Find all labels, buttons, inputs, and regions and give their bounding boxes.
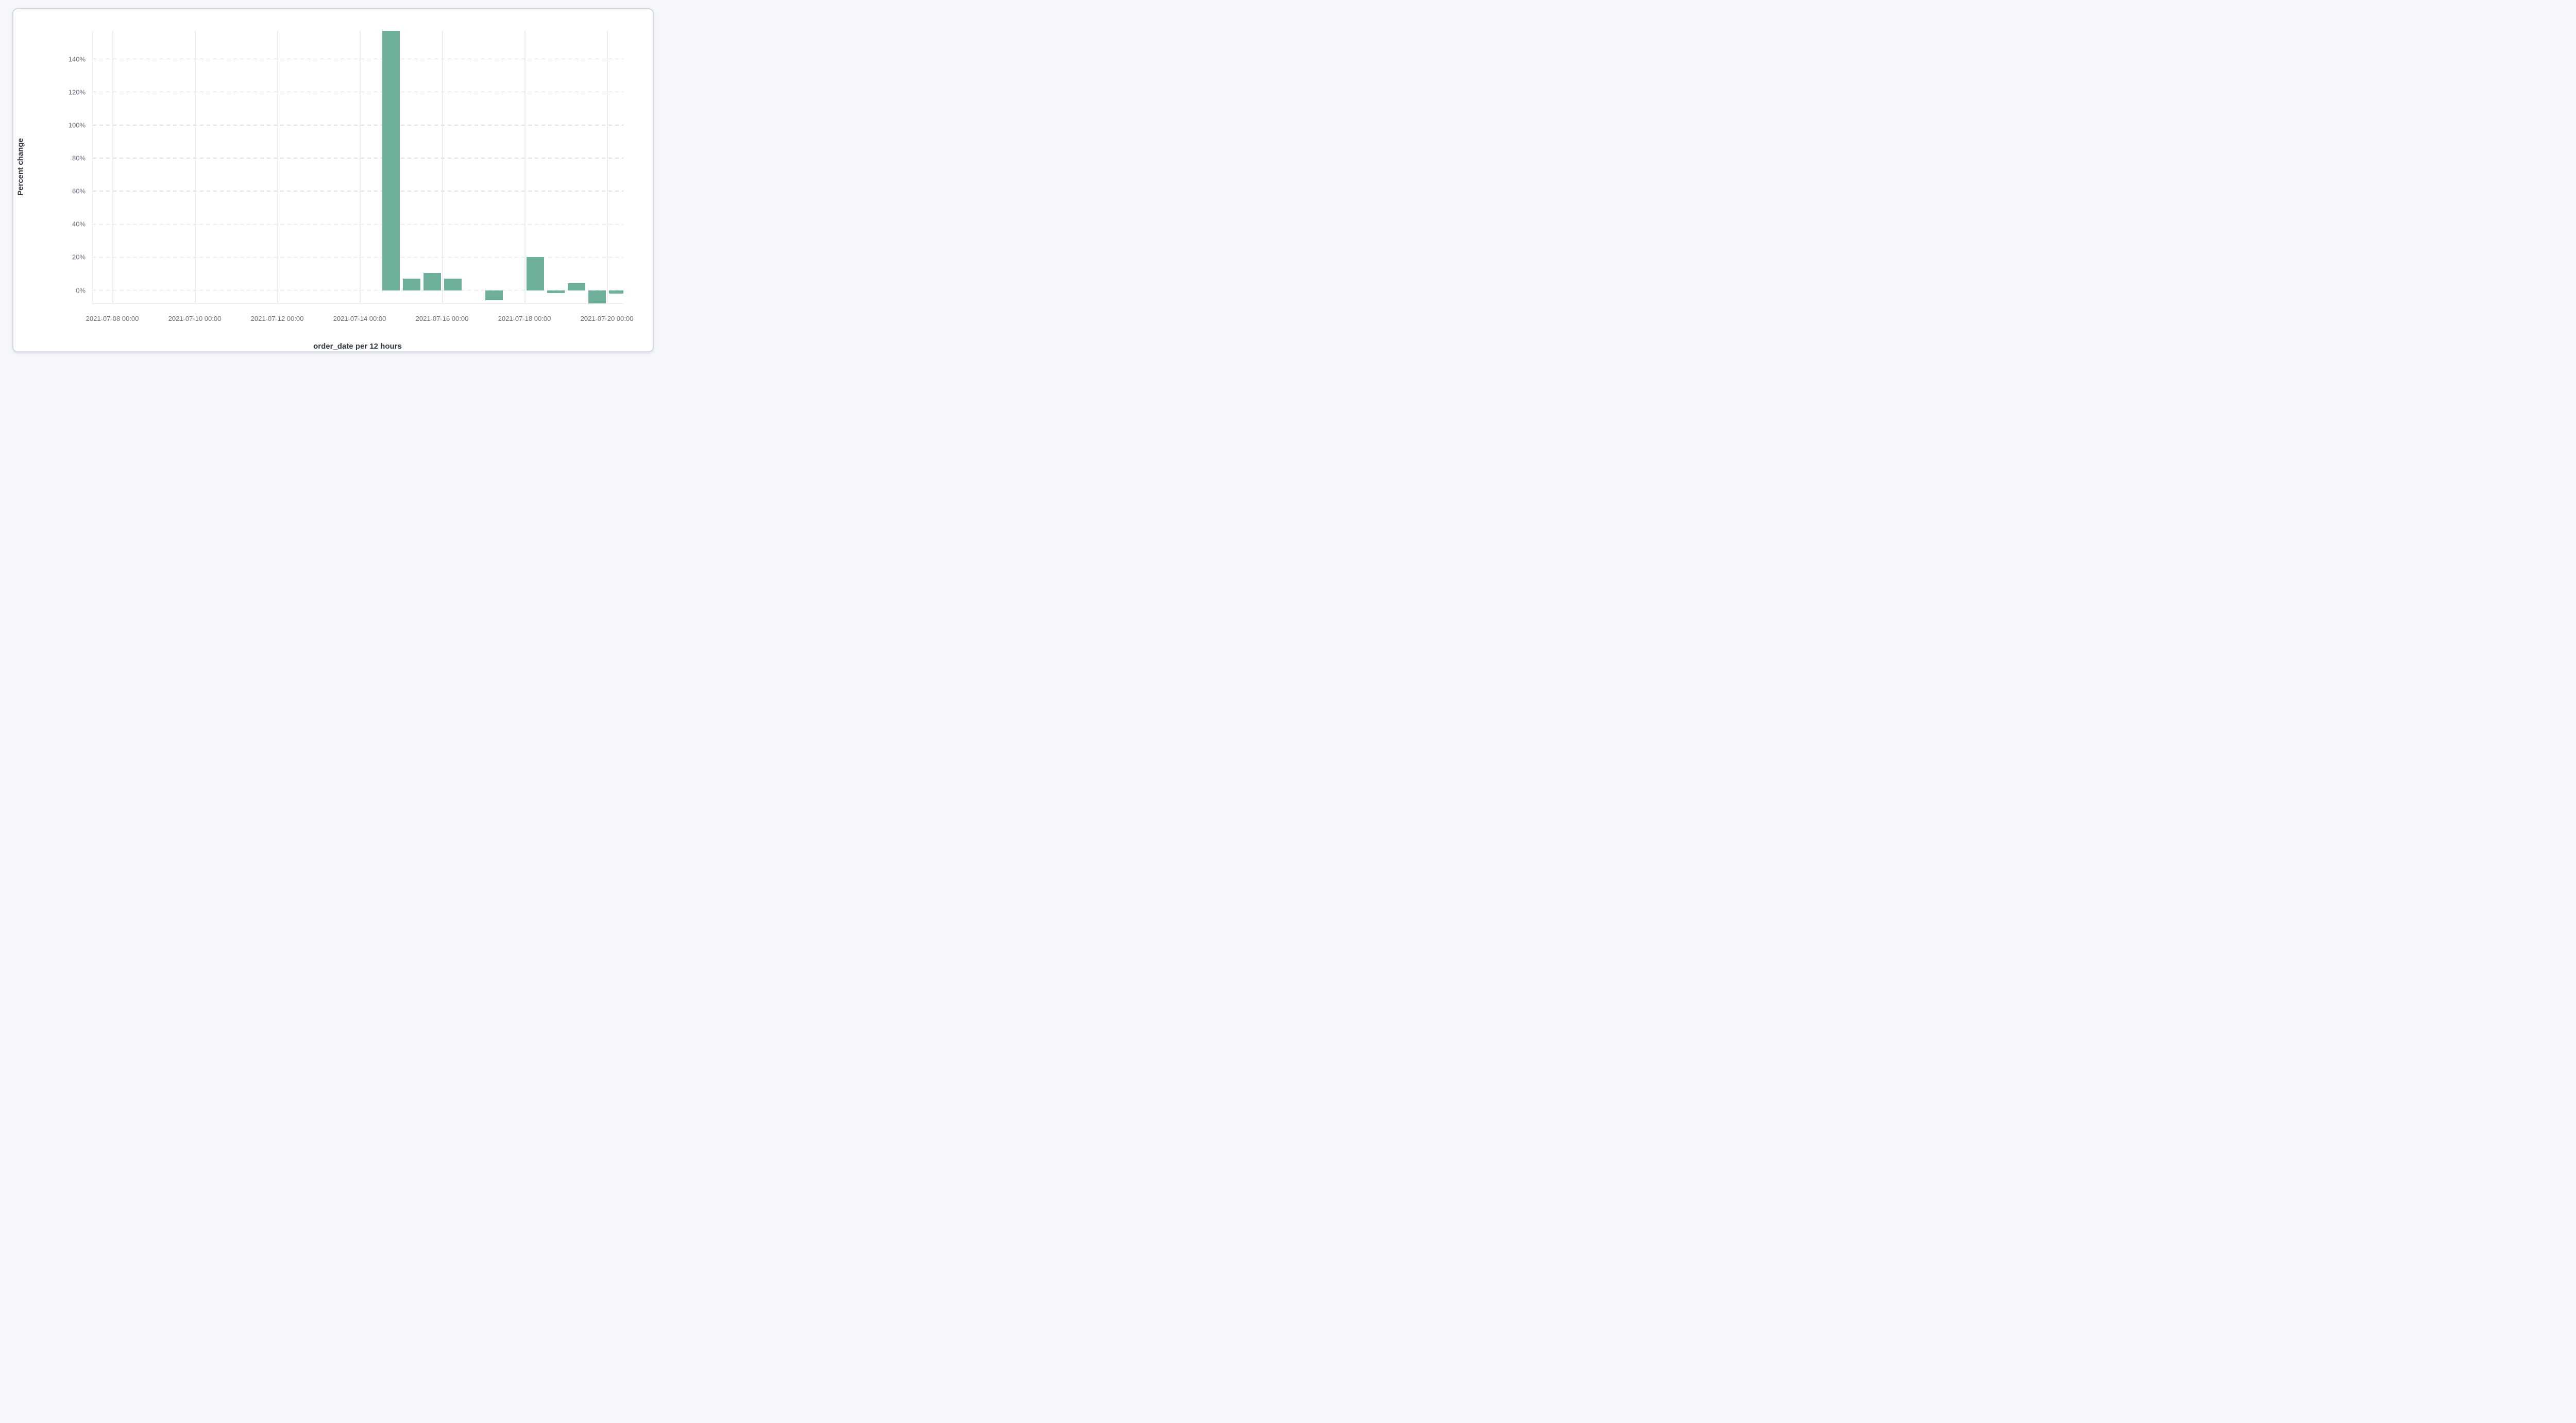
x-tick-label: 2021-07-10 00:00 [168, 315, 222, 322]
x-gridline [112, 31, 113, 303]
y-gridline [93, 158, 623, 159]
y-tick-label: 80% [72, 154, 86, 162]
x-tick-label: 2021-07-18 00:00 [498, 315, 551, 322]
x-tick-label: 2021-07-08 00:00 [86, 315, 139, 322]
bar[interactable] [423, 272, 441, 290]
y-gridline [93, 256, 623, 258]
y-tick-label: 100% [68, 121, 86, 129]
y-tick-label: 60% [72, 187, 86, 195]
x-gridline [607, 31, 608, 303]
y-gridline [93, 125, 623, 126]
y-tick-label: 20% [72, 253, 86, 261]
y-gridline [93, 289, 623, 291]
x-tick-label: 2021-07-20 00:00 [580, 315, 634, 322]
y-tick-label: 140% [68, 55, 86, 63]
bar[interactable] [444, 279, 462, 290]
x-tick-label: 2021-07-12 00:00 [250, 315, 304, 322]
bar[interactable] [547, 290, 565, 293]
chart-panel: Percent change 0% 20% 40% 60% 80% 100% 120% 140… [12, 8, 654, 352]
plot-area[interactable] [92, 31, 623, 304]
page-background: Percent change 0% 20% 40% 60% 80% 100% 120% 140… [0, 0, 666, 356]
x-tick-label: 2021-07-14 00:00 [333, 315, 386, 322]
x-gridline [360, 31, 361, 303]
bar[interactable] [527, 257, 544, 290]
y-gridline [93, 91, 623, 93]
y-tick-label: 40% [72, 220, 86, 228]
x-axis: 2021-07-08 00:00 2021-07-10 00:00 2021-07-… [13, 315, 666, 323]
x-axis-title: order_date per 12 hours [313, 342, 402, 351]
x-tick-label: 2021-07-16 00:00 [415, 315, 469, 322]
y-tick-label: 0% [76, 286, 86, 295]
y-gridline [93, 191, 623, 192]
bar[interactable] [485, 290, 503, 300]
y-gridline [93, 58, 623, 60]
y-axis: 0% 20% 40% 60% 80% 100% 120% 140% [24, 31, 86, 303]
percent-change-bar-chart: Percent change 0% 20% 40% 60% 80% 100% 120% 140… [13, 9, 653, 351]
bar[interactable] [568, 283, 585, 290]
bar[interactable] [403, 279, 420, 290]
x-gridline [277, 31, 278, 303]
x-gridline [524, 31, 526, 303]
bar[interactable] [588, 290, 606, 303]
y-tick-label: 120% [68, 88, 86, 96]
x-gridline [195, 31, 196, 303]
y-gridline [93, 224, 623, 225]
bar[interactable] [382, 31, 400, 290]
bar[interactable] [609, 290, 623, 294]
x-gridline [442, 31, 443, 303]
